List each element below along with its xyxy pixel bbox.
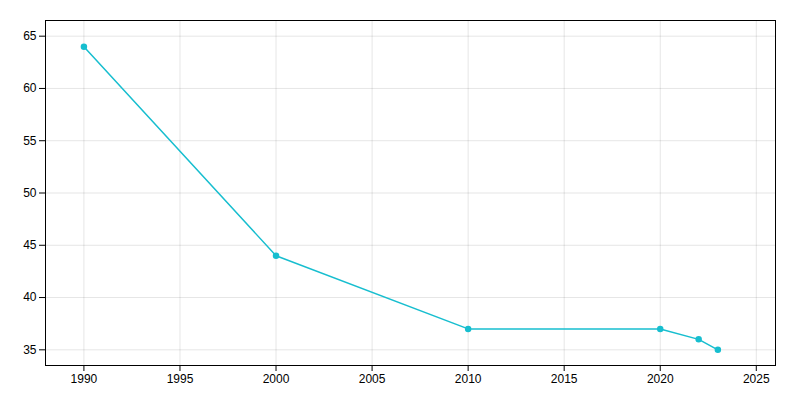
svg-text:2005: 2005 (359, 372, 386, 386)
svg-text:55: 55 (23, 134, 37, 148)
svg-text:45: 45 (23, 238, 37, 252)
svg-text:50: 50 (23, 186, 37, 200)
svg-text:1995: 1995 (167, 372, 194, 386)
svg-text:2025: 2025 (743, 372, 770, 386)
svg-text:2010: 2010 (455, 372, 482, 386)
svg-text:65: 65 (23, 29, 37, 43)
svg-text:60: 60 (23, 81, 37, 95)
svg-text:2015: 2015 (551, 372, 578, 386)
svg-text:40: 40 (23, 290, 37, 304)
svg-text:2020: 2020 (647, 372, 674, 386)
svg-text:1990: 1990 (71, 372, 98, 386)
svg-text:2000: 2000 (263, 372, 290, 386)
svg-text:35: 35 (23, 343, 37, 357)
